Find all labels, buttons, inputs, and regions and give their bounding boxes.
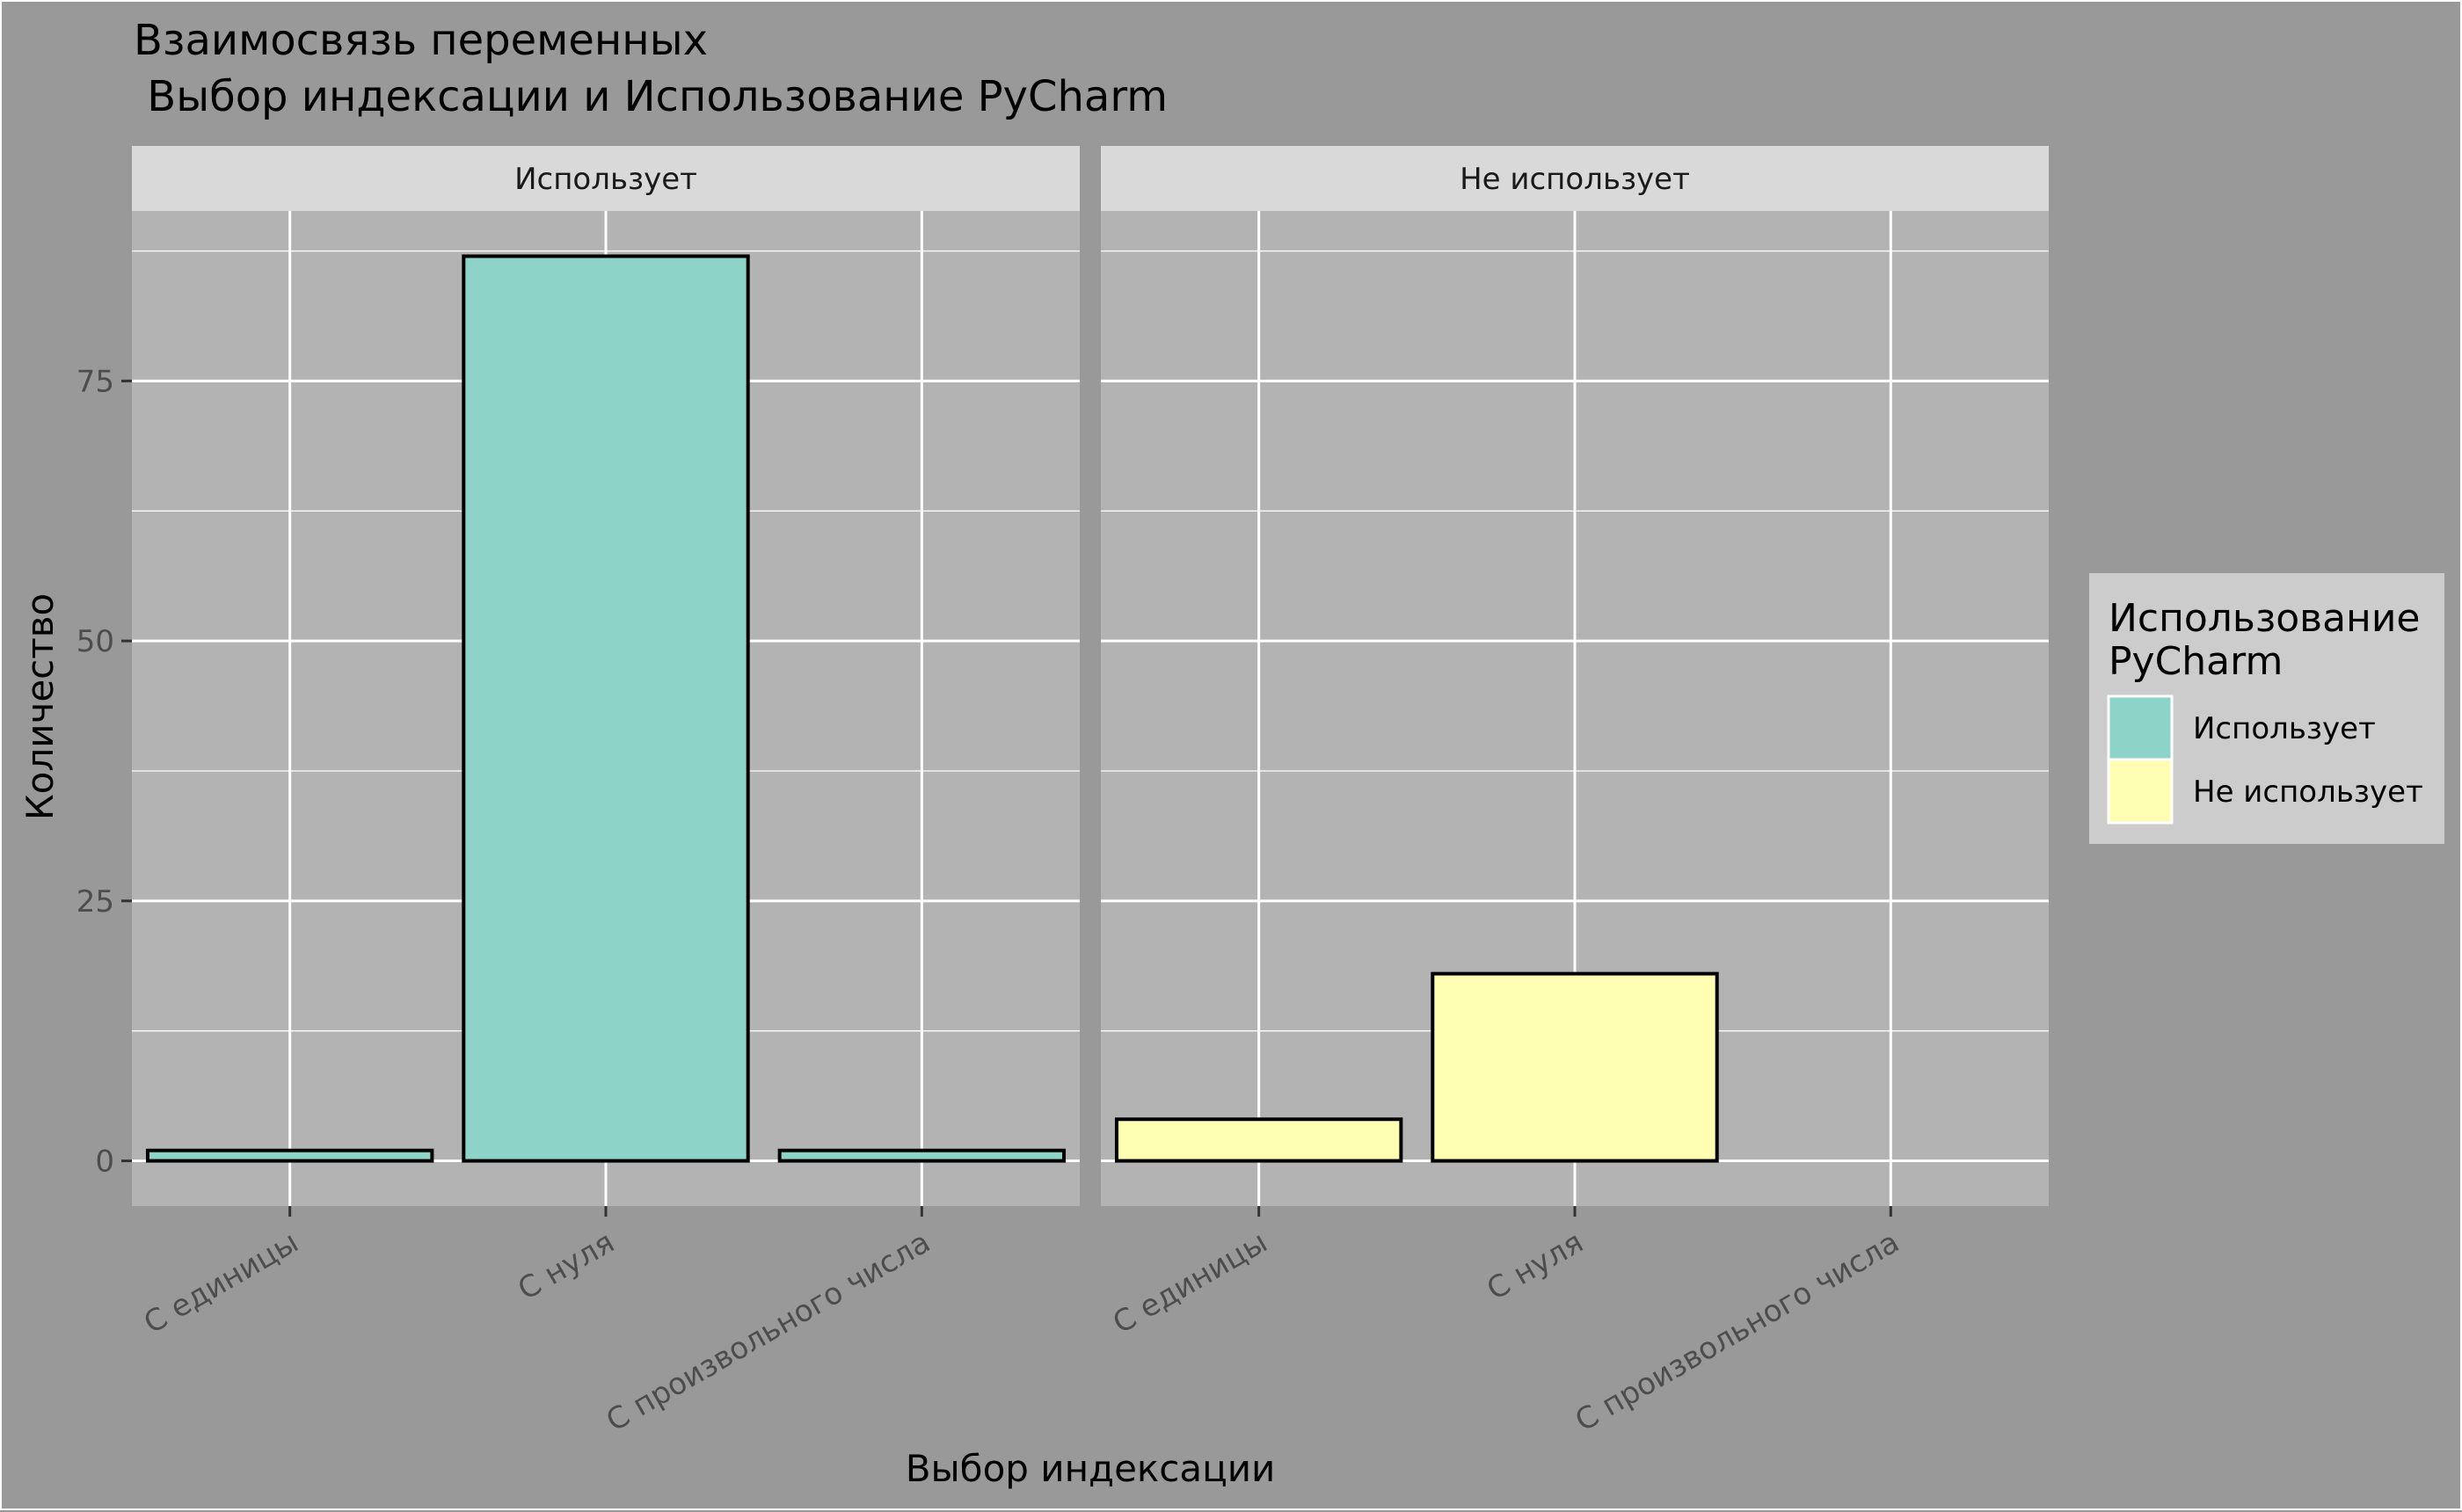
x-tick-label: С произвольного числа <box>1570 1225 1905 1439</box>
bar-с-произвольного-числа <box>777 1148 1067 1163</box>
chart-title-line-2: Выбор индексации и Использование PyCharm <box>134 72 1168 121</box>
legend-title-line-2: PyCharm <box>2109 639 2283 684</box>
bar-с-единицы <box>145 1148 434 1163</box>
x-axis-title: Выбор индексации <box>906 1447 1276 1490</box>
bar-с-нуля <box>1431 971 1719 1163</box>
chart-title: Взаимосвязь переменных Выбор индексации … <box>134 16 1168 121</box>
y-tick-label: 25 <box>76 884 114 920</box>
y-tick-label: 50 <box>76 624 114 659</box>
x-tick-label: С произвольного числа <box>601 1225 936 1439</box>
legend-key-label: Не использует <box>2193 774 2423 810</box>
facet-strip-label: Не использует <box>1460 162 1690 197</box>
x-tick-label: С нуля <box>512 1225 620 1307</box>
y-tick-label: 0 <box>95 1145 114 1180</box>
x-tick-label: С нуля <box>1481 1225 1589 1307</box>
facet-strip-label: Использует <box>514 162 697 197</box>
legend-title-line-1: Использование <box>2109 596 2421 641</box>
y-axis-title: Количество <box>18 593 62 820</box>
x-tick-label: С единицы <box>1107 1225 1273 1341</box>
bar-с-единицы <box>1114 1117 1403 1163</box>
legend: Использование PyCharm Использует Не испол… <box>2089 573 2444 844</box>
bar-с-нуля <box>462 254 750 1163</box>
facet-strip-background <box>132 146 1080 211</box>
x-tick-label: С единицы <box>138 1225 304 1341</box>
legend-key-label: Использует <box>2193 711 2376 746</box>
chart-title-line-1: Взаимосвязь переменных <box>134 16 708 65</box>
facet-strip-background <box>1101 146 2049 211</box>
legend-key-swatch <box>2107 694 2174 761</box>
y-tick-label: 75 <box>76 364 114 399</box>
y-axis: 0 25 50 75 <box>76 364 132 1180</box>
legend-key-swatch <box>2107 758 2174 825</box>
legend-keys: Использует Не использует <box>2107 694 2423 825</box>
